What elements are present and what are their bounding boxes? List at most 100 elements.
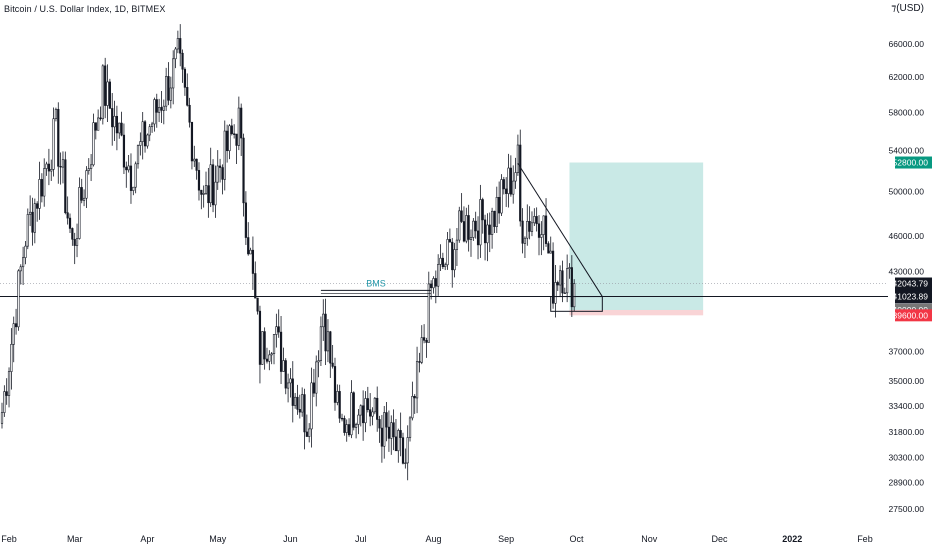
candle [221,167,224,180]
candle [500,179,503,214]
candle [193,158,196,162]
candle [78,187,81,239]
x-tick-label: Nov [641,534,658,544]
candle [270,353,273,356]
candle [554,282,557,304]
candle [364,398,367,424]
candle [474,220,477,232]
candle [331,362,334,367]
candle [61,159,65,168]
candle [38,179,41,209]
y-tick-label: 31800.00 [889,427,925,437]
candle [97,117,100,131]
candle [47,163,50,172]
x-tick-label: Jul [355,534,367,544]
candle [404,462,407,464]
x-tick-label: Feb [857,534,873,544]
candle [202,193,205,195]
price-label-text-level: 41023.89 [893,292,929,302]
candle [298,409,301,413]
candle [282,360,285,372]
candle [451,241,454,271]
candle [326,331,330,352]
candle [413,396,416,399]
price-label-text-stop: 39600.00 [893,310,929,320]
price-label-target [895,156,932,169]
candle [540,234,543,238]
candle [530,222,534,232]
candle [397,430,400,452]
candle [390,422,393,439]
candle [385,412,388,428]
candle [10,344,13,372]
x-tick-label: Aug [425,534,441,544]
candle [57,108,60,167]
candle [507,167,510,194]
candle [369,409,372,417]
candle [542,215,545,235]
candle [242,137,245,204]
candle [486,224,489,244]
target-zone [569,162,704,310]
candle [514,172,517,182]
candle [235,133,238,146]
candle [352,392,355,428]
candle [359,405,362,416]
x-tick-label: Mar [67,534,83,544]
candle [120,122,123,136]
candle [141,121,144,142]
candle [528,221,531,232]
candle [488,224,491,235]
candle [54,108,58,120]
candle [115,115,119,134]
candle [132,186,135,191]
candle [354,424,358,428]
candle [5,391,8,396]
candle [458,210,461,241]
candle [204,185,208,194]
candle [570,267,573,308]
candle [563,292,566,294]
candle [329,331,332,364]
x-tick-label: Feb [1,534,17,544]
candle [167,76,170,101]
candle [279,331,283,372]
currency-selector[interactable]: ⁊(USD) [891,3,924,14]
candle [12,323,15,345]
price-label-stop [895,309,932,322]
currency-icon: ⁊( [891,3,900,14]
candle [31,211,34,233]
candle [14,323,18,328]
candle [111,108,114,128]
y-tick-label: 30300.00 [889,452,925,462]
y-tick-label: 46000.00 [889,231,925,241]
candle [476,230,480,246]
candle [272,334,276,354]
candle [420,337,423,363]
candle [24,245,27,258]
candle [108,81,111,109]
candle [233,133,236,135]
candle [383,412,386,447]
price-label-text-target: 52800.00 [893,158,929,168]
candle [251,249,255,274]
candle [317,360,320,363]
candle [467,215,470,240]
candle [43,168,46,197]
candle [556,282,559,286]
candle [533,216,536,224]
candle [249,249,252,255]
candle [155,99,158,113]
candle [465,215,468,242]
candle [254,273,257,299]
candle [134,163,137,188]
candle [526,221,529,239]
candle [136,145,140,165]
candle [52,118,55,170]
chart-title: Bitcoin / U.S. Dollar Index, 1D, BITMEX [4,4,166,14]
candle [162,105,165,111]
candle [263,331,266,360]
candle [85,170,88,199]
